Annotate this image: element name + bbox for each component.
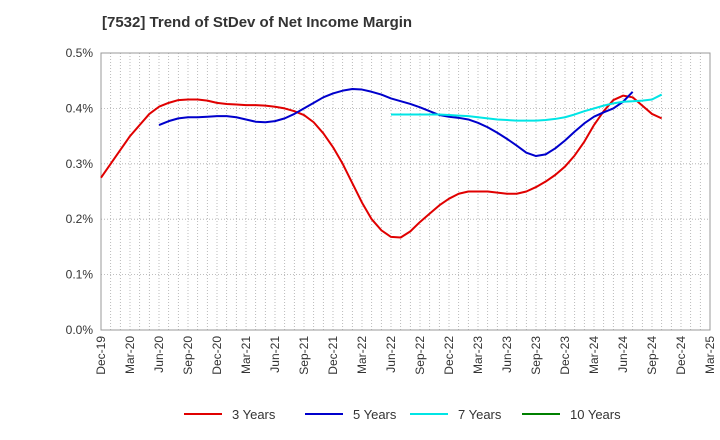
x-tick-label: Sep-24 [645,336,659,375]
y-tick-label: 0.1% [66,268,94,282]
series-line-5-years [158,88,634,158]
series-lines [100,88,663,239]
x-tick-label: Sep-22 [413,336,427,375]
x-tick-label: Sep-20 [181,336,195,375]
legend-item-5-years: 5 Years [305,404,396,424]
x-tick-label: Dec-22 [442,336,456,375]
legend-swatch [522,413,560,415]
x-tick-label: Mar-24 [587,336,601,374]
y-tick-label: 0.2% [66,212,94,226]
x-tick-label: Mar-23 [471,336,485,374]
grid-lines [101,53,710,330]
y-tick-label: 0.5% [66,46,94,60]
x-tick-label: Sep-21 [297,336,311,375]
x-tick-label: Jun-21 [268,336,282,373]
series-line-7-years [391,93,663,122]
legend-swatch [184,413,222,415]
line-chart: 0.0% 0.1% 0.2% 0.3% 0.4% 0.5% Dec-19 Mar-20 Jun… [66,46,717,375]
legend-item-3-years: 3 Years [184,404,275,424]
series-line-3-years [100,94,663,239]
legend-swatch [305,413,343,415]
x-axis-ticks: Dec-19 Mar-20 Jun-20 Sep-20 Dec-20 Mar-21 Jun-… [94,336,717,375]
legend-item-7-years: 7 Years [410,404,501,424]
x-tick-label: Dec-20 [210,336,224,375]
legend: 3 Years 5 Years 7 Years 10 Years [0,404,720,426]
x-tick-label: Jun-23 [500,336,514,373]
x-tick-label: Mar-21 [239,336,253,374]
chart-title: [7532] Trend of StDev of Net Income Marg… [102,14,413,31]
legend-swatch [410,413,448,415]
y-axis-ticks: 0.0% 0.1% 0.2% 0.3% 0.4% 0.5% [66,46,94,337]
x-tick-label: Jun-22 [384,336,398,373]
y-tick-label: 0.3% [66,157,94,171]
legend-label: 5 Years [353,406,397,422]
x-tick-label: Jun-20 [152,336,166,373]
y-tick-label: 0.0% [66,323,94,337]
x-tick-label: Mar-22 [355,336,369,374]
legend-label: 3 Years [232,406,276,422]
legend-item-10-years: 10 Years [522,404,621,424]
plot-area [100,52,711,331]
x-tick-label: Dec-21 [326,336,340,375]
x-tick-label: Dec-24 [674,336,688,375]
x-tick-label: Dec-23 [558,336,572,375]
x-tick-label: Dec-19 [94,336,108,375]
x-tick-label: Mar-20 [123,336,137,374]
legend-label: 7 Years [458,406,502,422]
x-tick-label: Sep-23 [529,336,543,375]
y-tick-label: 0.4% [66,101,94,115]
x-tick-label: Jun-24 [616,336,630,373]
legend-label: 10 Years [570,406,621,422]
x-tick-label: Mar-25 [703,336,717,374]
